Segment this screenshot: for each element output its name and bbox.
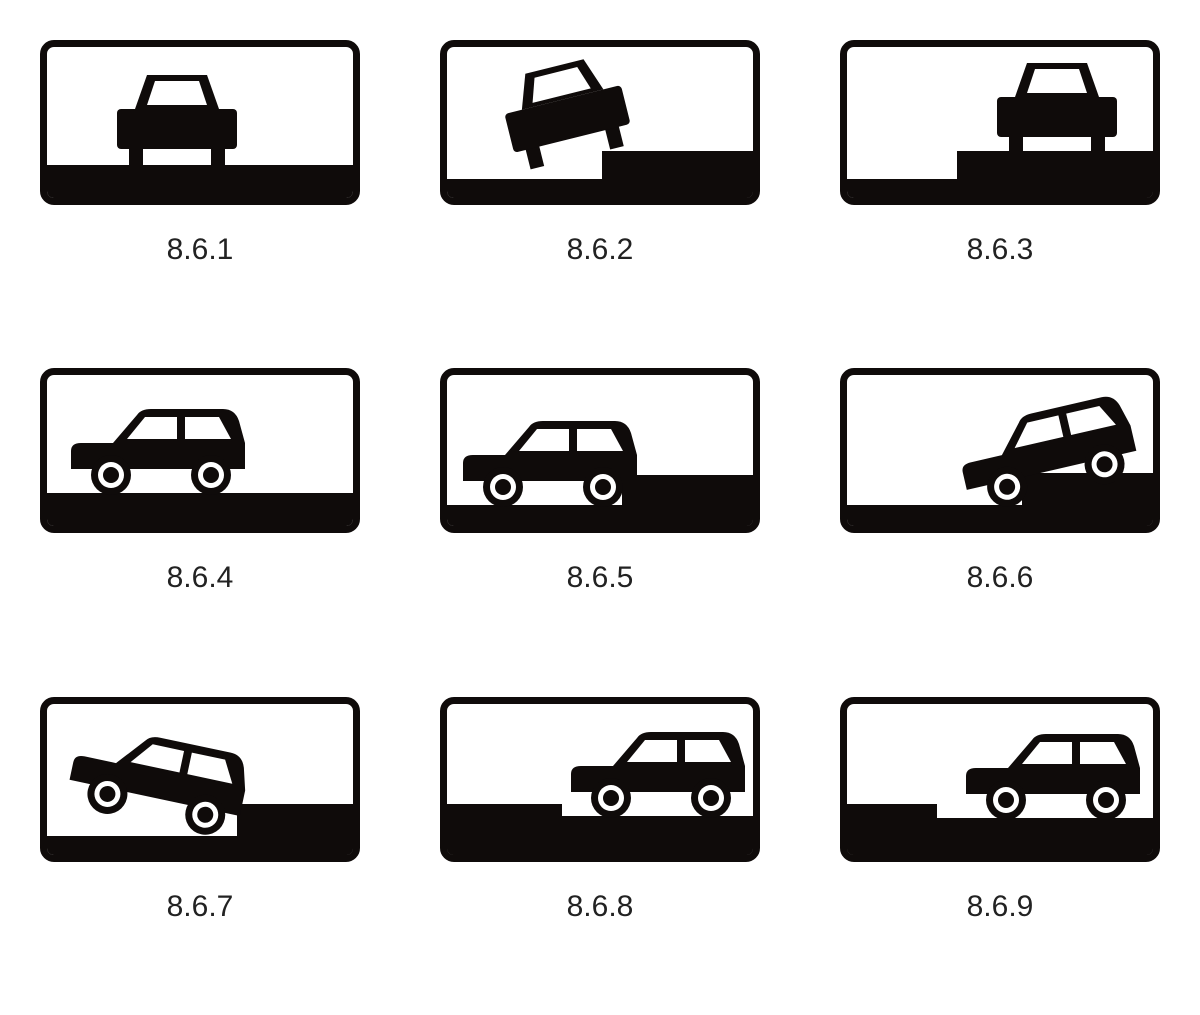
sign-8-6-4 [40, 368, 360, 533]
sign-graphic-8 [447, 704, 753, 855]
sign-cell-2: 8.6.2 [430, 40, 770, 328]
caption-8: 8.6.8 [567, 890, 634, 924]
sign-cell-1: 8.6.1 [30, 40, 370, 328]
sign-8-6-5 [440, 368, 760, 533]
sign-graphic-6 [847, 375, 1153, 526]
sign-graphic-7 [47, 704, 353, 855]
caption-2: 8.6.2 [567, 233, 634, 267]
sign-graphic-2 [447, 47, 753, 198]
sign-8-6-9 [840, 697, 1160, 862]
sign-cell-4: 8.6.4 [30, 368, 370, 656]
sign-cell-9: 8.6.9 [830, 697, 1170, 985]
caption-1: 8.6.1 [167, 233, 234, 267]
caption-3: 8.6.3 [967, 233, 1034, 267]
sign-8-6-1 [40, 40, 360, 205]
sign-8-6-2 [440, 40, 760, 205]
sign-8-6-6 [840, 368, 1160, 533]
sign-cell-8: 8.6.8 [430, 697, 770, 985]
sign-graphic-4 [47, 375, 353, 526]
sign-graphic-5 [447, 375, 753, 526]
caption-4: 8.6.4 [167, 561, 234, 595]
caption-9: 8.6.9 [967, 890, 1034, 924]
sign-graphic-3 [847, 47, 1153, 198]
sign-cell-7: 8.6.7 [30, 697, 370, 985]
sign-graphic-1 [47, 47, 353, 198]
caption-7: 8.6.7 [167, 890, 234, 924]
sign-graphic-9 [847, 704, 1153, 855]
sign-grid: 8.6.1 8.6.2 [0, 0, 1200, 1015]
caption-5: 8.6.5 [567, 561, 634, 595]
sign-cell-6: 8.6.6 [830, 368, 1170, 656]
sign-8-6-7 [40, 697, 360, 862]
sign-cell-5: 8.6.5 [430, 368, 770, 656]
sign-8-6-8 [440, 697, 760, 862]
sign-cell-3: 8.6.3 [830, 40, 1170, 328]
sign-8-6-3 [840, 40, 1160, 205]
caption-6: 8.6.6 [967, 561, 1034, 595]
